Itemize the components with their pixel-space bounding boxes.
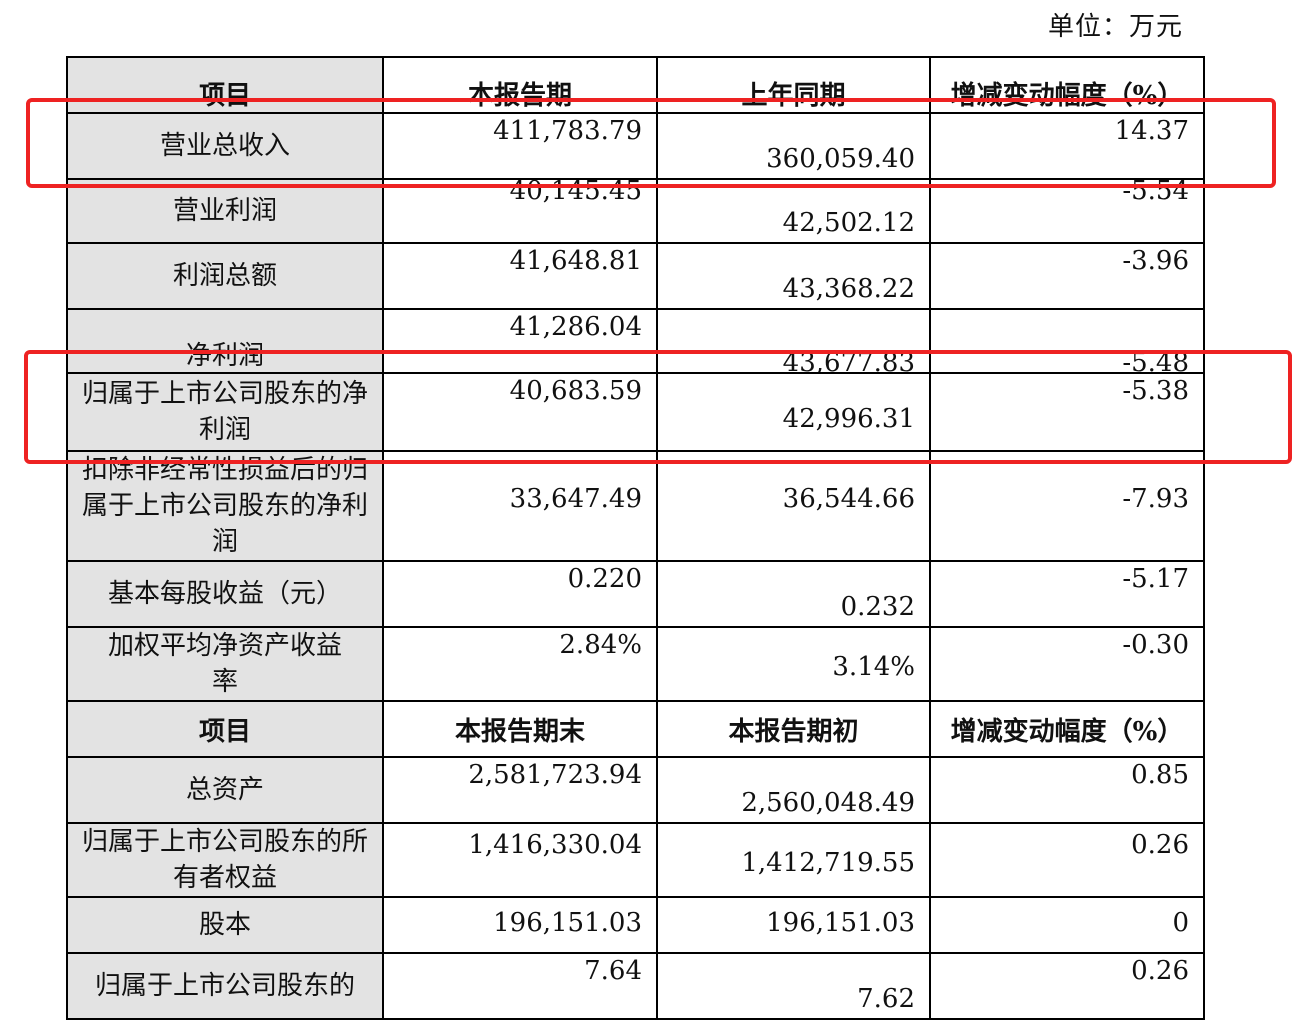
value-change: -5.54 [1122, 179, 1189, 206]
row-label: 加权平均净资产收益率 [66, 626, 384, 702]
value-change: 14.37 [1114, 116, 1189, 146]
value-current: 411,783.79 [493, 116, 642, 146]
value-current: 40,683.59 [509, 376, 642, 406]
table-row: 利润总额 41,648.81 43,368.22 -3.96 [66, 242, 1205, 310]
header-item: 项目 [66, 56, 384, 114]
value-change: 0.26 [1131, 956, 1189, 986]
value-prior: 3.14% [832, 652, 915, 682]
table-row: 归属于上市公司股东的所有者权益 1,416,330.04 1,412,719.5… [66, 822, 1205, 898]
table-row: 归属于上市公司股东的净利润 40,683.59 42,996.31 -5.38 [66, 372, 1205, 452]
value-prior: 43,368.22 [782, 274, 915, 304]
value-prior: 196,151.03 [766, 908, 915, 938]
header-change: 增减变动幅度（%） [929, 700, 1205, 758]
table-row: 总资产 2,581,723.94 2,560,048.49 0.85 [66, 756, 1205, 824]
row-label: 利润总额 [66, 242, 384, 310]
header-current: 本报告期 [382, 56, 658, 114]
value-prior: 0.232 [840, 592, 915, 622]
header-prior: 上年同期 [656, 56, 931, 114]
value-change: 0.26 [1131, 830, 1189, 860]
value-current: 40,145.45 [509, 179, 642, 206]
value-current: 1,416,330.04 [468, 830, 642, 860]
table-header-row: 项目 本报告期末 本报告期初 增减变动幅度（%） [66, 700, 1205, 758]
value-current: 196,151.03 [493, 908, 642, 938]
header-period-start: 本报告期初 [656, 700, 931, 758]
value-change: -3.96 [1122, 246, 1189, 276]
value-change: -5.38 [1122, 376, 1189, 406]
row-label: 归属于上市公司股东的净利润 [66, 372, 384, 452]
value-change: -5.48 [1122, 348, 1189, 373]
value-current: 2,581,723.94 [468, 760, 642, 790]
table-row: 营业总收入 411,783.79 360,059.40 14.37 [66, 112, 1205, 180]
header-period-end: 本报告期末 [382, 700, 658, 758]
value-prior: 36,544.66 [782, 484, 915, 514]
value-current: 41,286.04 [509, 312, 642, 342]
table-row: 基本每股收益（元） 0.220 0.232 -5.17 [66, 560, 1205, 628]
value-current: 2.84% [559, 630, 642, 660]
table-row: 股本 196,151.03 196,151.03 0 [66, 896, 1205, 954]
row-label: 归属于上市公司股东的 [66, 952, 384, 1020]
value-prior: 2,560,048.49 [741, 788, 915, 818]
table-row: 加权平均净资产收益率 2.84% 3.14% -0.30 [66, 626, 1205, 702]
value-prior: 1,412,719.55 [741, 848, 915, 878]
value-current: 0.220 [567, 564, 642, 594]
table-row: 扣除非经常性损益后的归属于上市公司股东的净利润 33,647.49 36,544… [66, 450, 1205, 562]
row-label: 净利润 [66, 308, 384, 374]
table-row: 归属于上市公司股东的 7.64 7.62 0.26 [66, 952, 1205, 1020]
financial-table: 项目 本报告期 上年同期 增减变动幅度（%） 营业总收入 411,783.79 … [66, 56, 1205, 1020]
table-header-row: 项目 本报告期 上年同期 增减变动幅度（%） [66, 56, 1205, 114]
table-row: 净利润 41,286.04 43,677.83 -5.48 [66, 308, 1205, 374]
value-current: 7.64 [584, 956, 642, 986]
value-change: 0.85 [1131, 760, 1189, 790]
row-label: 归属于上市公司股东的所有者权益 [66, 822, 384, 898]
value-current: 41,648.81 [509, 246, 642, 276]
value-prior: 43,677.83 [782, 348, 915, 373]
row-label: 营业利润 [66, 178, 384, 244]
row-label: 营业总收入 [66, 112, 384, 180]
row-label: 股本 [66, 896, 384, 954]
header-item: 项目 [66, 700, 384, 758]
value-change: -5.17 [1122, 564, 1189, 594]
header-change: 增减变动幅度（%） [929, 56, 1205, 114]
table-row: 营业利润 40,145.45 42,502.12 -5.54 [66, 178, 1205, 244]
row-label: 扣除非经常性损益后的归属于上市公司股东的净利润 [66, 450, 384, 562]
value-prior: 360,059.40 [766, 144, 915, 174]
value-prior: 42,996.31 [782, 404, 915, 434]
value-change: -7.93 [1122, 484, 1189, 514]
row-label: 总资产 [66, 756, 384, 824]
value-current: 33,647.49 [509, 484, 642, 514]
unit-label: 单位：万元 [1048, 12, 1184, 42]
value-change: -0.30 [1122, 630, 1189, 660]
value-prior: 42,502.12 [782, 208, 915, 238]
value-prior: 7.62 [857, 984, 915, 1014]
value-change: 0 [1172, 908, 1189, 938]
row-label: 基本每股收益（元） [66, 560, 384, 628]
